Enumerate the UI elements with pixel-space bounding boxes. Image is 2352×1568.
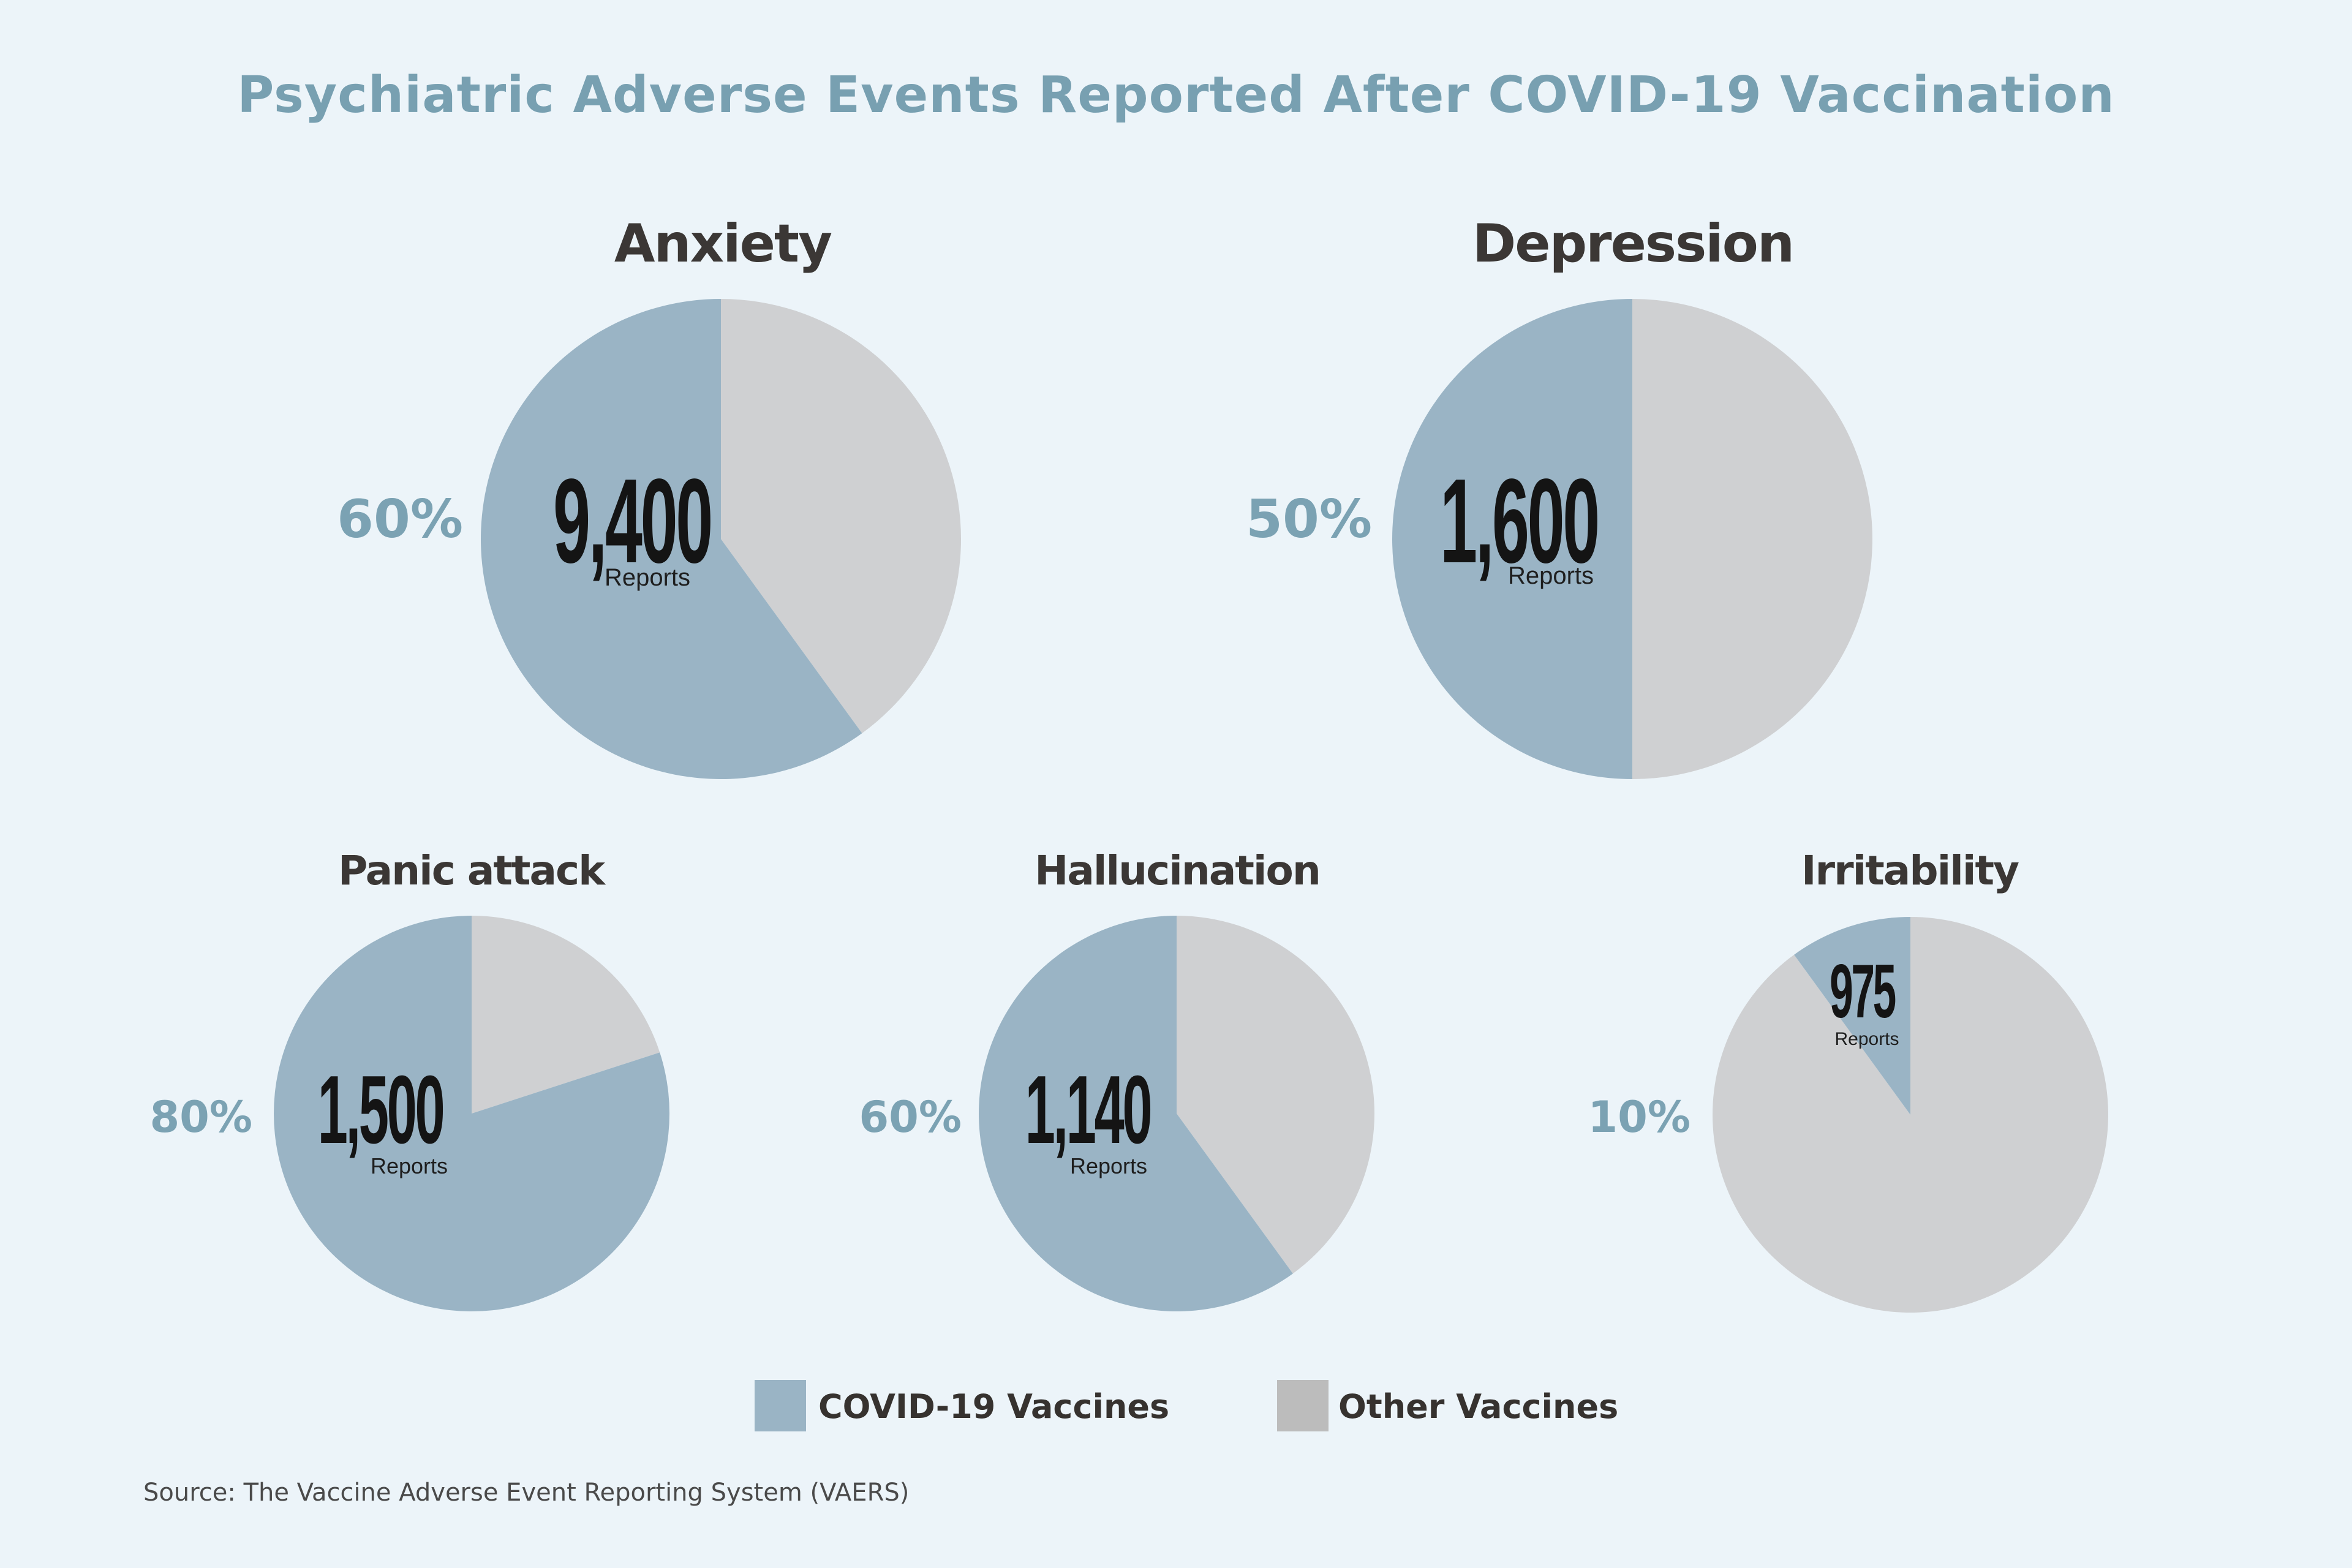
pie-slice-other-vaccines [721, 299, 961, 734]
report-count: 1,140 [1025, 1056, 1153, 1164]
legend-swatch-covid [755, 1380, 806, 1431]
pie-slice-covid-vaccines [1392, 299, 1632, 779]
pie-svg [480, 299, 961, 779]
pie-slice-covid-vaccines [1794, 917, 1910, 1115]
chart-title: Anxiety [614, 213, 832, 274]
legend-swatch-other [1277, 1380, 1329, 1431]
pie-slice-other-vaccines [1177, 916, 1374, 1274]
reports-label: Reports [1834, 1029, 1899, 1049]
report-count: 1,600 [1440, 454, 1600, 588]
pie-slice-covid-vaccines [480, 299, 862, 779]
pie-svg [978, 916, 1374, 1311]
percent-label: 80% [149, 1092, 252, 1142]
percent-label: 50% [1246, 489, 1372, 550]
chart-title: Panic attack [337, 847, 605, 894]
pie-slice-covid-vaccines [274, 916, 669, 1311]
percent-label: 60% [337, 489, 463, 550]
percent-label: 60% [859, 1092, 962, 1142]
reports-label: Reports [1507, 562, 1594, 589]
report-count: 9,400 [553, 454, 713, 588]
percent-label: 10% [1588, 1092, 1691, 1142]
reports-label: Reports [604, 564, 691, 591]
source-note: Source: The Vaccine Adverse Event Report… [143, 1479, 910, 1507]
page-title: Psychiatric Adverse Events Reported Afte… [237, 66, 2115, 124]
legend-label-covid: COVID-19 Vaccines [818, 1387, 1170, 1426]
report-count: 1,500 [317, 1056, 445, 1164]
pie-slice-other-vaccines [472, 916, 660, 1114]
chart-title: Depression [1472, 213, 1795, 274]
pie-svg [1713, 917, 2108, 1313]
pie-slice-covid-vaccines [978, 916, 1293, 1311]
legend-label-other: Other Vaccines [1338, 1387, 1619, 1426]
chart-title: Hallucination [1035, 847, 1321, 894]
pie-slice-other-vaccines [1632, 299, 1872, 779]
pie-svg [274, 916, 669, 1311]
pie-svg [1392, 299, 1872, 779]
report-count: 975 [1830, 949, 1896, 1034]
chart-title: Irritability [1801, 847, 2019, 894]
reports-label: Reports [1069, 1153, 1148, 1178]
reports-label: Reports [370, 1153, 448, 1178]
